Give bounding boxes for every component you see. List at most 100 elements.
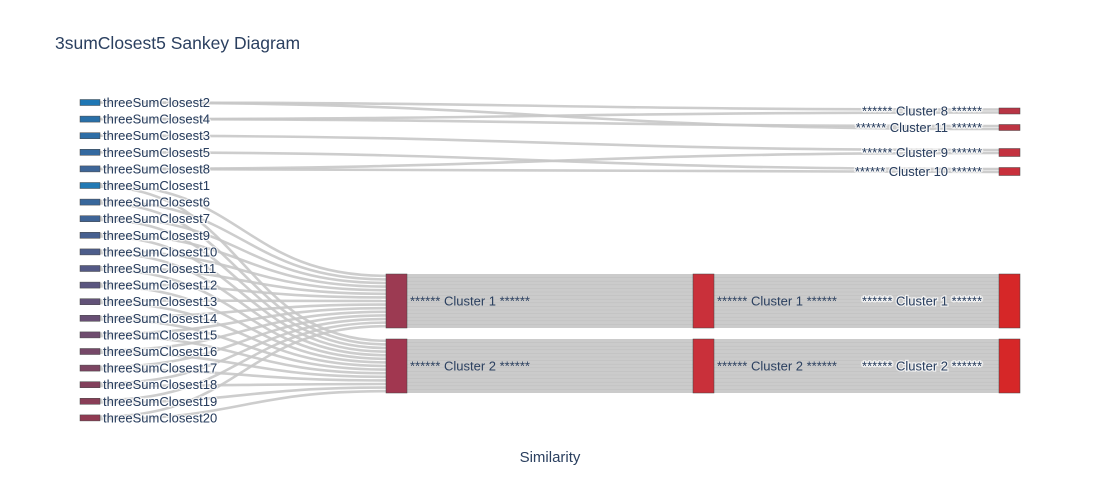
- cluster-node-label: ****** Cluster 11 ******: [856, 120, 982, 135]
- source-node-label: threeSumClosest1: [103, 178, 210, 193]
- source-node-label-halo: threeSumClosest11: [103, 261, 216, 276]
- sankey-link: [99, 382, 387, 388]
- source-node[interactable]: [79, 149, 101, 156]
- cluster-node-label-halo: ****** Cluster 11 ******: [856, 120, 982, 135]
- sankey-band: [714, 339, 999, 393]
- sankey-link: [99, 317, 387, 385]
- x-axis-label: Similarity: [519, 449, 581, 466]
- cluster-node-label-halo: ****** Cluster 9 ******: [862, 145, 982, 160]
- cluster-node[interactable]: [998, 338, 1021, 394]
- source-node-label: threeSumClosest13: [103, 294, 217, 309]
- sankey-link: [99, 351, 387, 379]
- source-node[interactable]: [79, 331, 101, 339]
- source-node-label: threeSumClosest9: [103, 228, 210, 243]
- source-node[interactable]: [79, 414, 101, 422]
- source-node-label: threeSumClosest19: [103, 394, 217, 409]
- sankey-link: [99, 183, 387, 278]
- source-node-label-halo: threeSumClosest13: [103, 294, 217, 309]
- source-node[interactable]: [79, 265, 101, 272]
- cluster-node-label-halo: ****** Cluster 2 ******: [862, 359, 982, 374]
- cluster-node-label: ****** Cluster 8 ******: [862, 104, 982, 119]
- source-node-label: threeSumClosest4: [103, 112, 210, 127]
- source-node[interactable]: [79, 232, 101, 239]
- cluster-node-label-halo: ****** Cluster 10 ******: [855, 164, 982, 179]
- source-node[interactable]: [79, 99, 101, 106]
- source-node-label-halo: threeSumClosest7: [103, 211, 210, 226]
- cluster-node-label: ****** Cluster 1 ******: [862, 294, 982, 309]
- source-node[interactable]: [79, 215, 101, 222]
- cluster-node[interactable]: [692, 338, 715, 394]
- cluster-node-label: ****** Cluster 10 ******: [855, 164, 982, 179]
- sankey-link: [99, 268, 387, 361]
- sankey-link: [99, 167, 1000, 174]
- source-node[interactable]: [79, 348, 101, 355]
- source-node[interactable]: [79, 182, 101, 189]
- sankey-link: [99, 285, 387, 364]
- source-node-label-halo: threeSumClosest12: [103, 278, 217, 293]
- source-node[interactable]: [79, 381, 101, 388]
- cluster-node-label: ****** Cluster 2 ******: [410, 359, 530, 374]
- source-node[interactable]: [79, 132, 101, 139]
- source-node[interactable]: [79, 364, 101, 372]
- sankey-link: [99, 111, 1000, 121]
- source-node-label-halo: threeSumClosest2: [103, 95, 210, 110]
- source-node-label: threeSumClosest3: [103, 128, 210, 143]
- sankey-link: [99, 386, 387, 404]
- source-node[interactable]: [79, 398, 101, 405]
- source-node-label-halo: threeSumClosest9: [103, 228, 210, 243]
- sankey-band: [714, 274, 999, 328]
- source-node[interactable]: [79, 315, 101, 322]
- links-layer: [99, 101, 1000, 421]
- source-node-label: threeSumClosest6: [103, 195, 210, 210]
- cluster-node-label: ****** Cluster 1 ******: [410, 294, 530, 309]
- sankey-link: [99, 389, 387, 421]
- source-node[interactable]: [79, 198, 101, 206]
- source-node-label-halo: threeSumClosest19: [103, 394, 217, 409]
- source-node-label-halo: threeSumClosest20: [103, 410, 217, 425]
- sankey-link: [99, 303, 387, 319]
- source-node[interactable]: [79, 248, 101, 256]
- sankey-link: [99, 266, 387, 296]
- cluster-node[interactable]: [998, 124, 1021, 131]
- sankey-link: [99, 282, 387, 299]
- cluster-node-label: ****** Cluster 2 ******: [862, 359, 982, 374]
- source-node-label-halo: threeSumClosest5: [103, 145, 210, 160]
- source-node-label: threeSumClosest11: [103, 261, 216, 276]
- cluster-node-label: ****** Cluster 9 ******: [862, 145, 982, 160]
- source-node-label: threeSumClosest15: [103, 327, 217, 342]
- sankey-link: [99, 251, 387, 357]
- source-node-label: threeSumClosest17: [103, 361, 217, 376]
- source-node[interactable]: [79, 281, 101, 289]
- sankey-link: [99, 299, 387, 303]
- sankey-link: [99, 306, 387, 335]
- sankey-link: [99, 218, 387, 350]
- cluster-node[interactable]: [385, 273, 408, 329]
- source-node-label: threeSumClosest18: [103, 377, 217, 392]
- source-node-label: threeSumClosest2: [103, 95, 210, 110]
- source-node-label-halo: threeSumClosest14: [103, 311, 217, 326]
- source-node[interactable]: [79, 298, 101, 305]
- source-node[interactable]: [79, 165, 101, 173]
- sankey-link: [99, 310, 387, 352]
- sankey-link: [99, 321, 387, 402]
- cluster-node-label: ****** Cluster 1 ******: [717, 294, 837, 309]
- sankey-link: [99, 301, 387, 368]
- sankey-link: [99, 134, 1000, 152]
- cluster-node[interactable]: [998, 107, 1021, 115]
- source-node-label-halo: threeSumClosest15: [103, 327, 217, 342]
- cluster-node[interactable]: [998, 167, 1021, 176]
- cluster-node[interactable]: [385, 338, 408, 394]
- cluster-node[interactable]: [998, 273, 1021, 329]
- sankey-link: [99, 199, 387, 281]
- source-node[interactable]: [79, 115, 101, 123]
- sankey-link: [99, 318, 387, 371]
- sankey-link: [99, 202, 387, 346]
- labels-layer: threeSumClosest2threeSumClosest2threeSum…: [102, 94, 984, 427]
- source-node-label-halo: threeSumClosest16: [103, 344, 217, 359]
- sankey-link: [99, 151, 1000, 171]
- cluster-node[interactable]: [998, 148, 1021, 157]
- sankey-band: [407, 339, 693, 393]
- cluster-node[interactable]: [692, 273, 715, 329]
- source-node-label-halo: threeSumClosest10: [103, 244, 217, 259]
